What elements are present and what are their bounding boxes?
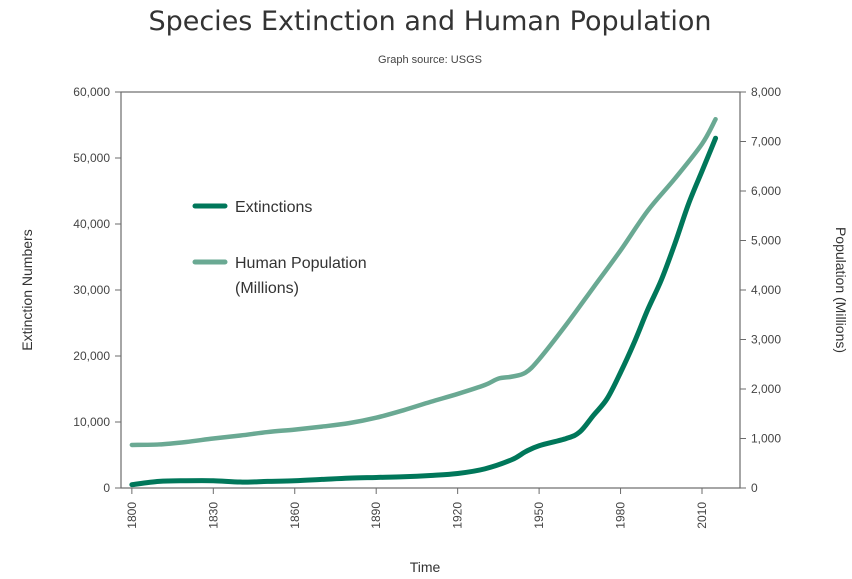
legend-label-population: Human Population	[235, 255, 367, 272]
y-right-tick-label: 0	[751, 481, 758, 495]
plot-area	[120, 91, 741, 489]
y-left-tick-label: 50,000	[73, 151, 110, 165]
y-right-tick-label: 5,000	[751, 234, 781, 248]
y-right-tick-label: 4,000	[751, 283, 781, 297]
x-tick-label: 1950	[532, 502, 546, 529]
y-right-tick-label: 3,000	[751, 333, 781, 347]
y-left-tick-label: 60,000	[73, 85, 110, 99]
chart-title: Species Extinction and Human Population	[148, 6, 711, 37]
legend-label-extinctions: Extinctions	[235, 199, 312, 216]
x-tick-label: 2010	[695, 502, 709, 529]
y-left-tick-label: 40,000	[73, 217, 110, 231]
y-right-tick-label: 2,000	[751, 382, 781, 396]
y-left-tick-label: 0	[103, 481, 110, 495]
series-line-extinctions	[129, 135, 719, 488]
x-axis-label: Time	[410, 559, 441, 575]
series-line-population	[129, 116, 718, 448]
legend: Extinctions Human Population (Millions)	[192, 199, 367, 297]
y-left-tick-label: 30,000	[73, 283, 110, 297]
x-tick-label: 1920	[451, 502, 465, 529]
x-tick-label: 1980	[614, 502, 628, 529]
y-right-tick-label: 7,000	[751, 135, 781, 149]
y-right-tick-label: 1,000	[751, 432, 781, 446]
x-tick-label: 1800	[125, 502, 139, 529]
right-axis: 0 1,000 2,000 3,000 4,000 5,000 6,000 7,000 8,00…	[740, 85, 781, 495]
x-tick-label: 1890	[369, 502, 383, 529]
y-left-tick-label: 10,000	[73, 415, 110, 429]
y-right-tick-label: 8,000	[751, 85, 781, 99]
x-tick-label: 1860	[288, 502, 302, 529]
y-right-tick-label: 6,000	[751, 184, 781, 198]
legend-label-population-units: (Millions)	[235, 280, 299, 297]
y-axis-label-left: Extinction Numbers	[19, 229, 35, 350]
y-axis-label-right: Population (Millions)	[833, 227, 849, 353]
series-lines	[129, 116, 719, 488]
y-left-tick-label: 20,000	[73, 349, 110, 363]
x-axis: 1800 1830 1860 1890 1920 1950 1980 2010	[125, 488, 709, 529]
left-axis: 0 10,000 20,000 30,000 40,000 50,000 60,000	[73, 85, 121, 495]
chart-subtitle: Graph source: USGS	[378, 54, 482, 66]
x-tick-label: 1830	[206, 502, 220, 529]
